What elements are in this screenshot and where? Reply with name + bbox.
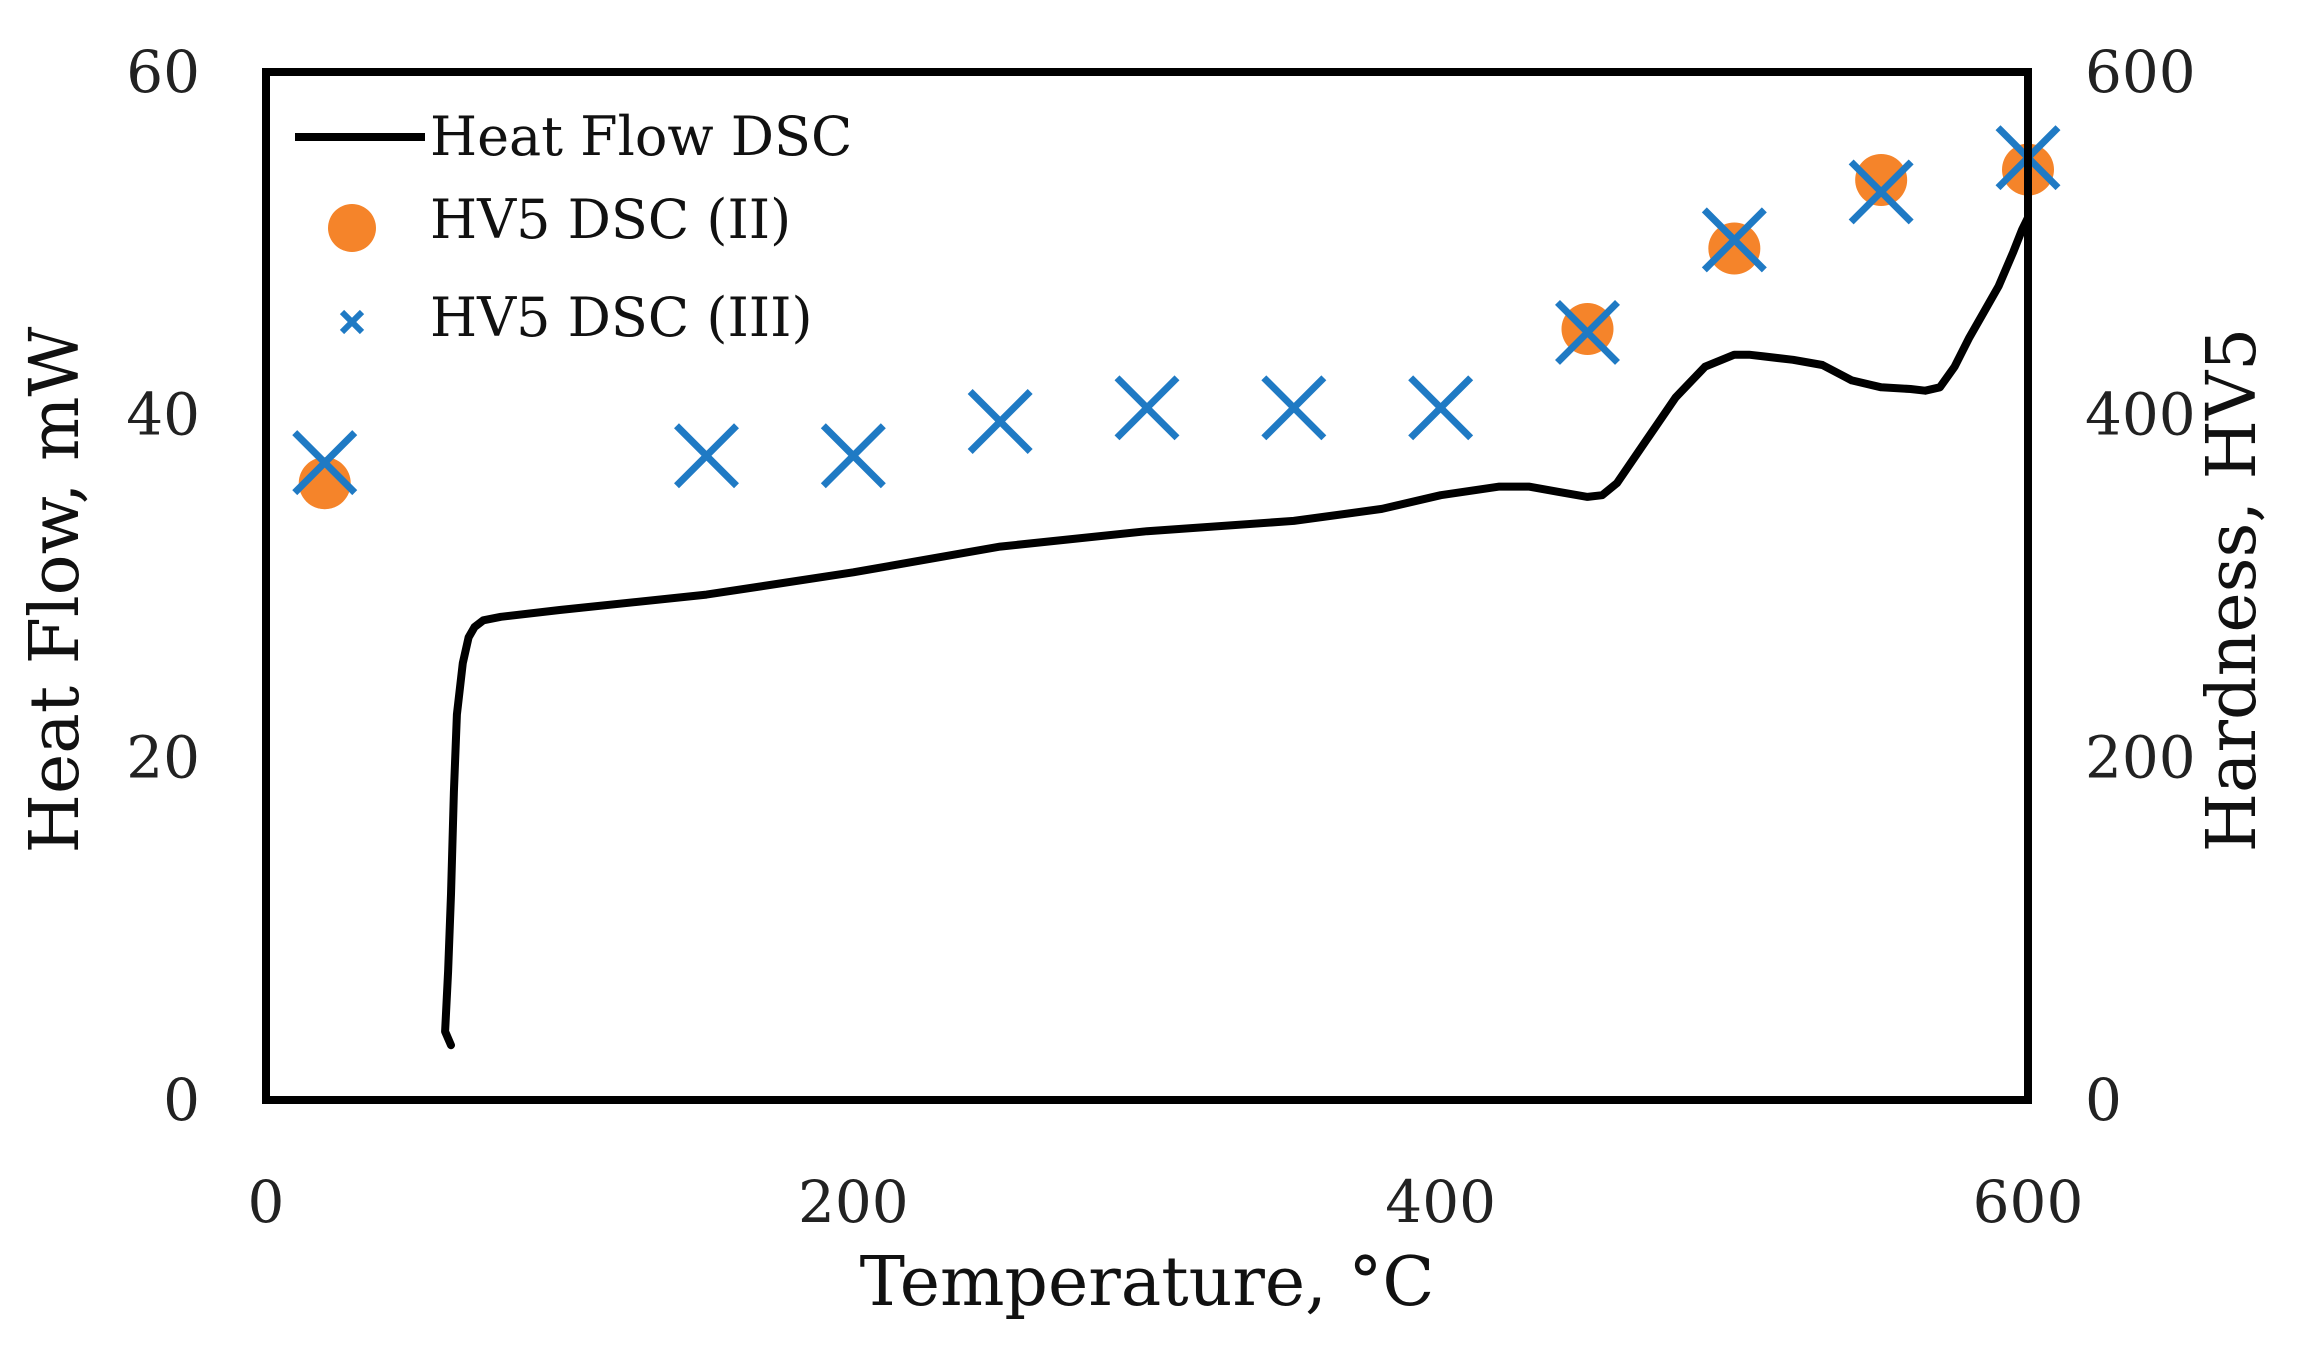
legend-marker-dsc-iii: [339, 309, 365, 335]
plot-frame: [262, 68, 2032, 1104]
legend-label-dsc-ii: HV5 DSC (II): [430, 188, 791, 251]
series-line-heat-flow: [441, 213, 2032, 1050]
y-right-tick-label: 0: [2085, 1066, 2122, 1134]
legend-label-heat-flow: Heat Flow DSC: [430, 105, 852, 168]
y-right-tick-label: 600: [2085, 38, 2196, 106]
y-axis-left-title: Heat Flow, mW: [16, 327, 95, 854]
legend-label-dsc-iii: HV5 DSC (III): [430, 286, 813, 349]
point-dsc-iii: [1261, 375, 1327, 441]
x-axis-title: Temperature, °C: [860, 1243, 1435, 1322]
point-dsc-ii: [298, 457, 351, 510]
legend-marker-dsc-ii: [328, 204, 376, 252]
point-dsc-iii: [1701, 207, 1767, 273]
point-dsc-iii: [674, 423, 739, 489]
x-tick-label: 200: [798, 1168, 909, 1236]
point-dsc-iii: [292, 430, 358, 496]
point-dsc-iii: [820, 423, 886, 489]
point-dsc-iii: [1848, 159, 1914, 225]
y-right-tick-label: 400: [2085, 381, 2196, 449]
x-tick-label: 400: [1385, 1168, 1496, 1236]
plot-area: [292, 125, 2061, 1050]
point-dsc-ii: [1708, 222, 1761, 275]
y-axis-right-title: Hardness, HV5: [2193, 328, 2272, 853]
point-dsc-iii: [1408, 375, 1474, 441]
legend: Heat Flow DSC HV5 DSC (II) HV5 DSC (III): [295, 105, 852, 349]
y-left-tick-label: 20: [126, 723, 200, 791]
point-dsc-iii: [1555, 299, 1620, 365]
y-left-tick-label: 40: [126, 381, 200, 449]
point-dsc-iii: [967, 389, 1033, 454]
x-tick-label: 0: [248, 1168, 285, 1236]
y-right-tick-label: 200: [2085, 723, 2196, 791]
y-left-tick-label: 0: [163, 1066, 200, 1134]
point-dsc-iii: [1114, 375, 1180, 441]
y-left-tick-label: 60: [126, 38, 200, 106]
x-tick-label: 600: [1973, 1168, 2084, 1236]
point-dsc-ii: [1855, 153, 1908, 206]
